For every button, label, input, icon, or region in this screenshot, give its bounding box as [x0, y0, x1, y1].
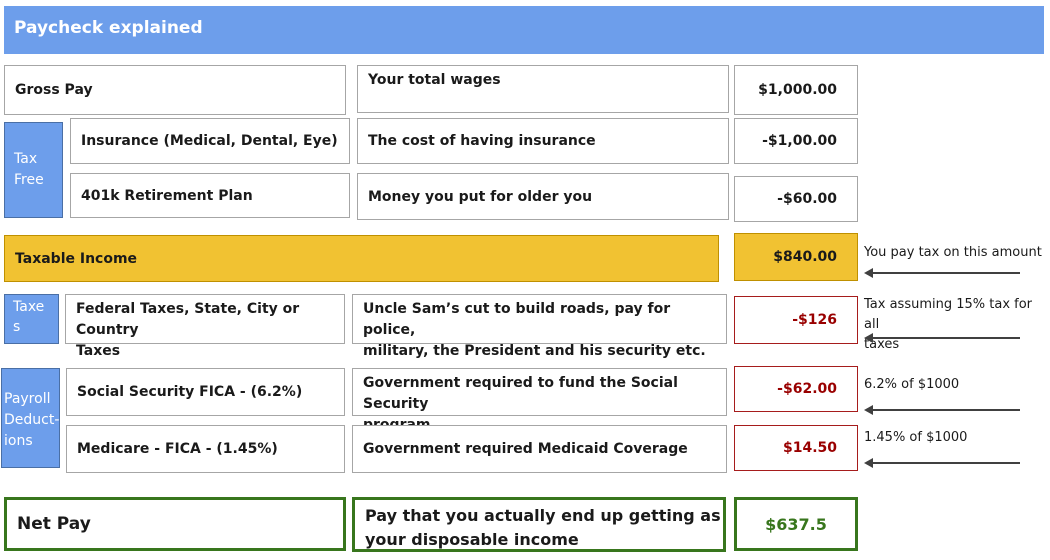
taxes-arrow-line	[872, 337, 1020, 339]
taxes-side-line1: Taxe	[13, 299, 45, 315]
tax-free-line2: Free	[14, 172, 44, 188]
medicare-amount: $14.50	[734, 425, 858, 471]
taxable-arrow-line	[872, 272, 1020, 274]
social-security-note: 6.2% of $1000	[864, 377, 960, 392]
retirement-description: Money you put for older you	[357, 173, 729, 220]
medicare-description: Government required Medicaid Coverage	[352, 425, 727, 473]
social-security-amount: -$62.00	[734, 366, 858, 412]
taxes-side-line2: s	[13, 319, 21, 335]
net-pay-label: Net Pay	[4, 497, 346, 551]
taxes-side-label: Taxe s	[4, 294, 59, 344]
social-security-desc-line1: Government required to fund the Social S…	[363, 375, 678, 412]
page-title: Paycheck explained	[4, 6, 1044, 54]
net-pay-amount: $637.5	[734, 497, 858, 551]
retirement-label: 401k Retirement Plan	[70, 173, 350, 218]
taxable-income-note: You pay tax on this amount	[864, 245, 1042, 260]
medicare-note: 1.45% of $1000	[864, 430, 968, 445]
federal-taxes-line1: Federal Taxes, State, City or Country	[76, 301, 300, 338]
insurance-amount: -$1,00.00	[734, 118, 858, 164]
federal-taxes-amount: -$126	[734, 296, 858, 344]
federal-taxes-note-line1: Tax assuming 15% tax for all	[864, 297, 1033, 332]
insurance-description: The cost of having insurance	[357, 118, 729, 164]
ss-arrow-line	[872, 409, 1020, 411]
payroll-side-line2: Deduct-	[4, 412, 60, 428]
left-arrow-icon	[864, 405, 873, 415]
federal-taxes-label: Federal Taxes, State, City or Country Ta…	[65, 294, 345, 359]
tax-free-side-label: Tax Free	[4, 122, 63, 218]
social-security-label: Social Security FICA - (6.2%)	[66, 368, 345, 416]
net-pay-description: Pay that you actually end up getting as …	[352, 497, 726, 552]
net-pay-desc-line2: your disposable income	[365, 530, 579, 549]
federal-taxes-desc-line2: military, the President and his security…	[363, 343, 706, 359]
federal-taxes-note: Tax assuming 15% tax for all taxes	[864, 295, 1049, 355]
social-security-description: Government required to fund the Social S…	[352, 368, 727, 433]
left-arrow-icon	[864, 458, 873, 468]
tax-free-line1: Tax	[14, 151, 38, 167]
medicare-arrow-line	[872, 462, 1020, 464]
payroll-side-label: Payroll Deduct- ions	[1, 368, 60, 468]
left-arrow-icon	[864, 333, 873, 343]
federal-taxes-description: Uncle Sam’s cut to build roads, pay for …	[352, 294, 727, 359]
federal-taxes-desc-line1: Uncle Sam’s cut to build roads, pay for …	[363, 301, 671, 338]
taxable-income-amount: $840.00	[734, 233, 858, 281]
gross-pay-label: Gross Pay	[4, 65, 346, 115]
gross-pay-description: Your total wages	[357, 65, 729, 113]
federal-taxes-line2: Taxes	[76, 343, 121, 359]
gross-pay-amount: $1,000.00	[734, 65, 858, 115]
insurance-label: Insurance (Medical, Dental, Eye)	[70, 118, 350, 164]
payroll-side-line1: Payroll	[4, 391, 51, 407]
taxable-income-label: Taxable Income	[4, 235, 719, 282]
left-arrow-icon	[864, 268, 873, 278]
net-pay-desc-line1: Pay that you actually end up getting as	[365, 506, 721, 525]
medicare-label: Medicare - FICA - (1.45%)	[66, 425, 345, 473]
retirement-amount: -$60.00	[734, 176, 858, 222]
payroll-side-line3: ions	[4, 433, 33, 449]
